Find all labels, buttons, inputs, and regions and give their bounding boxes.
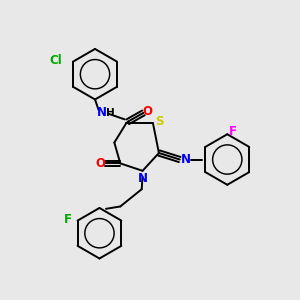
Text: Cl: Cl bbox=[49, 54, 62, 67]
Text: N: N bbox=[181, 153, 191, 166]
Text: O: O bbox=[95, 157, 105, 170]
Text: O: O bbox=[142, 105, 153, 118]
Text: N: N bbox=[138, 172, 148, 185]
Text: F: F bbox=[64, 213, 72, 226]
Text: S: S bbox=[155, 115, 164, 128]
Text: H: H bbox=[106, 108, 115, 118]
Text: F: F bbox=[229, 125, 237, 138]
Text: N: N bbox=[97, 106, 107, 119]
